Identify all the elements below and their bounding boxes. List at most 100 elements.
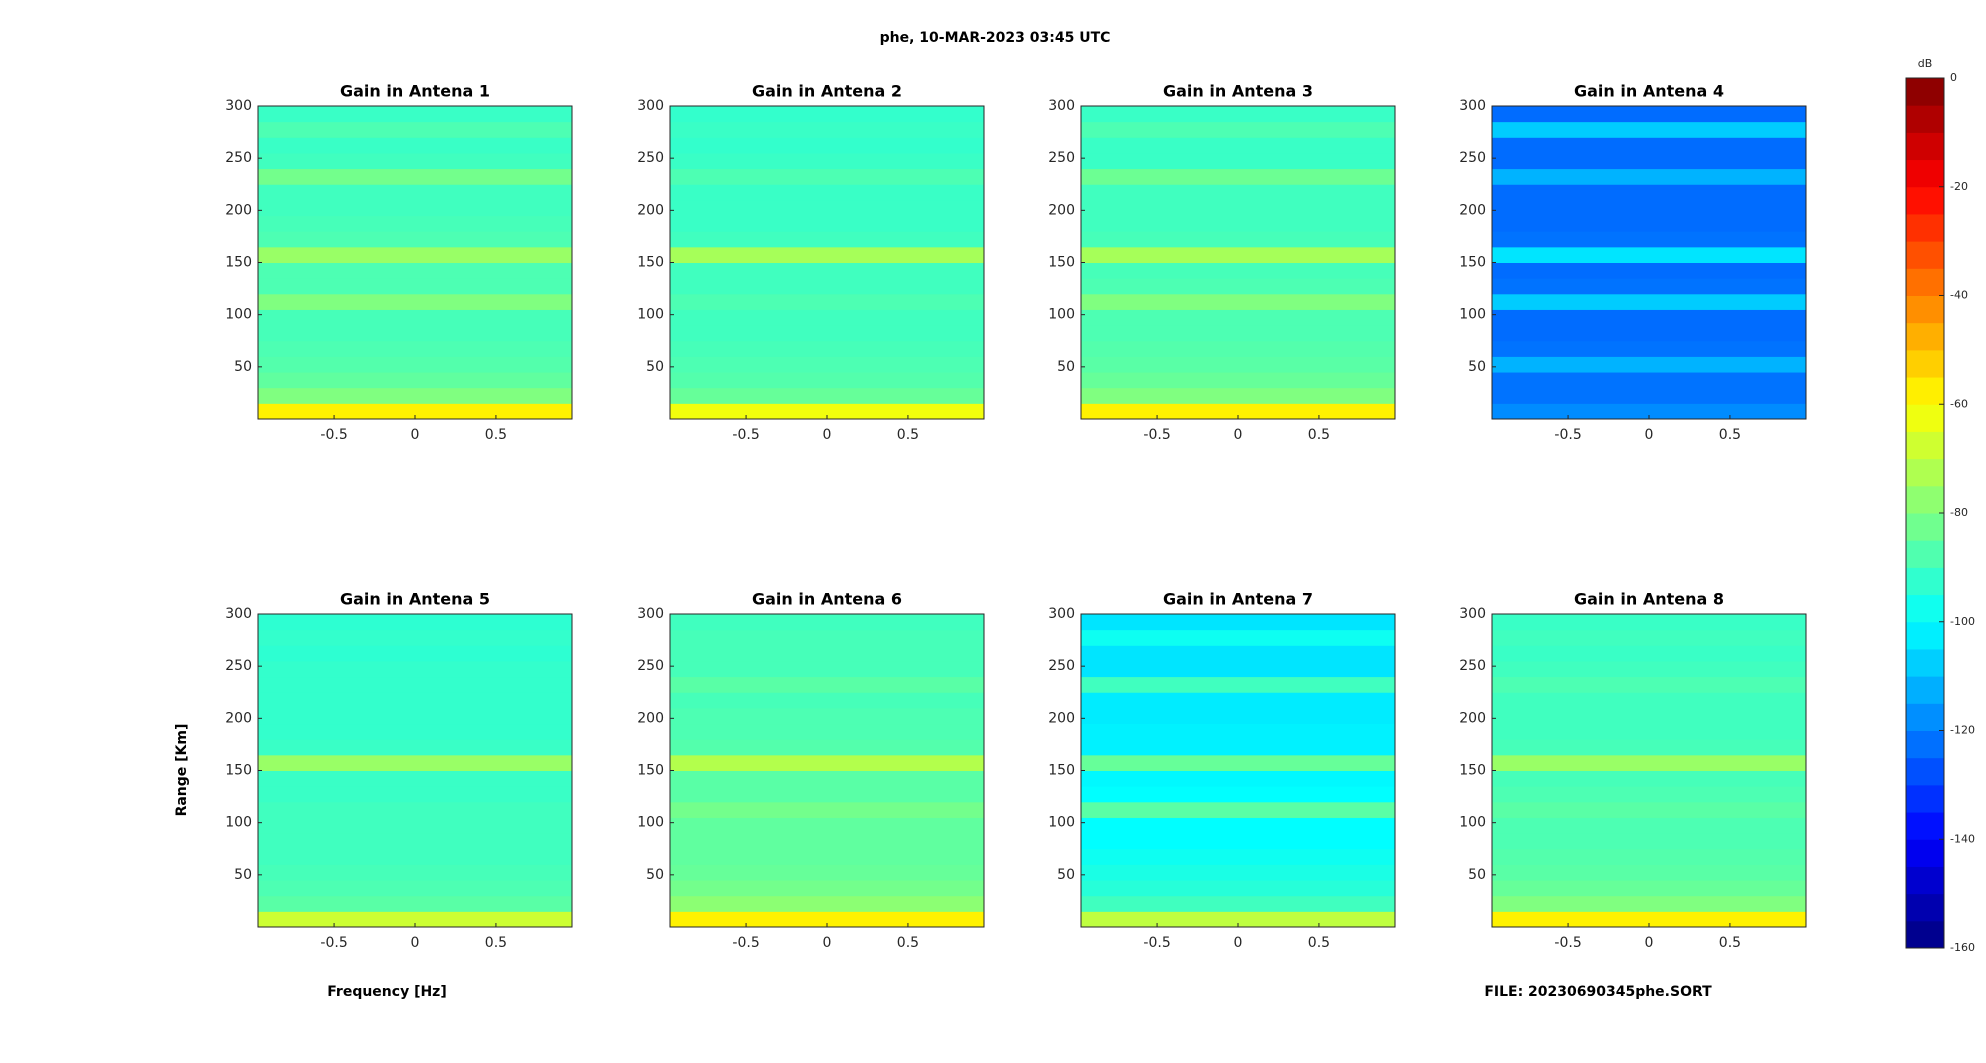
colorbar-swatch: [1906, 78, 1944, 106]
heatmap-cell: [1492, 199, 1806, 217]
heatmap-cell: [1492, 231, 1806, 248]
heatmap-cell: [1492, 403, 1806, 420]
heatmap-cell: [1081, 152, 1395, 170]
heatmap-cell: [1081, 403, 1395, 420]
heatmap-cell: [258, 739, 572, 756]
panel-title: Gain in Antena 6: [752, 590, 902, 609]
y-tick-label: 50: [1057, 867, 1075, 883]
heatmap-cell: [258, 880, 572, 897]
panel-title: Gain in Antena 5: [340, 590, 490, 609]
y-tick-label: 300: [637, 606, 664, 622]
y-tick-label: 200: [1459, 202, 1486, 218]
heatmap-cell: [1492, 246, 1806, 263]
panel-title: Gain in Antena 3: [1163, 82, 1313, 101]
heatmap-cell: [670, 309, 984, 326]
heatmap-cell: [670, 278, 984, 295]
heatmap-cell: [1081, 786, 1395, 803]
heatmap-cell: [1492, 137, 1806, 154]
x-tick-label: 0: [1645, 427, 1654, 443]
x-tick-label: 0.5: [485, 935, 507, 951]
heatmap-cell: [1081, 246, 1395, 263]
colorbar-tick-label: -80: [1950, 506, 1968, 519]
y-tick-label: 150: [1048, 255, 1075, 271]
heatmap-cell: [670, 833, 984, 850]
heatmap-cell: [1081, 137, 1395, 154]
colorbar-swatch: [1906, 159, 1944, 188]
heatmap-cell: [670, 168, 984, 185]
y-tick-label: 300: [1048, 98, 1075, 114]
heatmap-cell: [1492, 895, 1806, 912]
colorbar-swatch: [1906, 757, 1944, 786]
heatmap-cell: [1492, 754, 1806, 771]
heatmap-cell: [1492, 629, 1806, 646]
y-tick-label: 100: [225, 815, 252, 831]
y-axis-label: Range [Km]: [174, 724, 190, 817]
heatmap-cell: [670, 660, 984, 678]
y-tick-label: 50: [1057, 359, 1075, 375]
x-tick-label: 0: [411, 427, 420, 443]
x-tick-label: -0.5: [1554, 935, 1581, 951]
x-tick-label: -0.5: [1143, 427, 1170, 443]
heatmap-cell: [1492, 278, 1806, 295]
colorbar-swatch: [1906, 730, 1944, 759]
y-tick-label: 50: [646, 867, 664, 883]
y-tick-label: 50: [1468, 359, 1486, 375]
heatmap-cell: [1081, 692, 1395, 709]
heatmap-cell: [258, 199, 572, 217]
heatmap-cell: [258, 262, 572, 279]
heatmap-cell: [670, 199, 984, 217]
heatmap-cell: [670, 614, 984, 631]
colorbar-tick-label: -140: [1950, 832, 1975, 845]
heatmap-cell: [670, 801, 984, 818]
panel-title: Gain in Antena 4: [1574, 82, 1724, 101]
heatmap-cell: [670, 707, 984, 725]
heatmap-cell: [1492, 184, 1806, 201]
heatmap-cell: [1492, 770, 1806, 787]
heatmap-cell: [1081, 770, 1395, 787]
y-tick-label: 100: [1048, 815, 1075, 831]
x-tick-label: -0.5: [1143, 935, 1170, 951]
heatmap-cell: [258, 723, 572, 740]
colorbar-tick-label: -120: [1950, 724, 1975, 737]
x-tick-label: -0.5: [320, 935, 347, 951]
heatmap-cell: [1081, 660, 1395, 678]
y-tick-label: 50: [234, 867, 252, 883]
heatmap-cell: [1081, 372, 1395, 389]
colorbar-swatch: [1906, 621, 1944, 650]
heatmap-cell: [258, 817, 572, 834]
heatmap-cell: [670, 340, 984, 357]
x-tick-label: 0.5: [897, 427, 919, 443]
y-tick-label: 300: [1048, 606, 1075, 622]
panel-title: Gain in Antena 2: [752, 82, 902, 101]
panel-title: Gain in Antena 8: [1574, 590, 1724, 609]
x-tick-label: 0: [1645, 935, 1654, 951]
heatmap-cell: [1492, 692, 1806, 709]
y-tick-label: 150: [1459, 763, 1486, 779]
x-tick-label: -0.5: [732, 427, 759, 443]
heatmap-cell: [1492, 848, 1806, 865]
heatmap-cell: [1081, 864, 1395, 881]
y-tick-label: 50: [646, 359, 664, 375]
colorbar-swatch: [1906, 322, 1944, 351]
heatmap-cell: [258, 833, 572, 850]
y-tick-label: 200: [1048, 202, 1075, 218]
heatmap-cell: [1081, 293, 1395, 310]
heatmap-cell: [1081, 911, 1395, 928]
heatmap-cell: [258, 770, 572, 787]
heatmap-cell: [1081, 848, 1395, 865]
heatmap-cell: [670, 106, 984, 123]
y-tick-label: 300: [225, 98, 252, 114]
y-tick-label: 300: [1459, 98, 1486, 114]
heatmap-cell: [1081, 739, 1395, 756]
heatmap-cell: [1081, 199, 1395, 217]
heatmap-cell: [258, 692, 572, 709]
y-tick-label: 300: [1459, 606, 1486, 622]
y-tick-label: 250: [225, 658, 252, 674]
heatmap-cell: [670, 184, 984, 201]
heatmap-cell: [258, 754, 572, 771]
y-tick-label: 250: [637, 658, 664, 674]
heatmap-cell: [1081, 325, 1395, 342]
colorbar-swatch: [1906, 349, 1944, 378]
y-tick-label: 50: [1468, 867, 1486, 883]
colorbar-swatch: [1906, 377, 1944, 405]
